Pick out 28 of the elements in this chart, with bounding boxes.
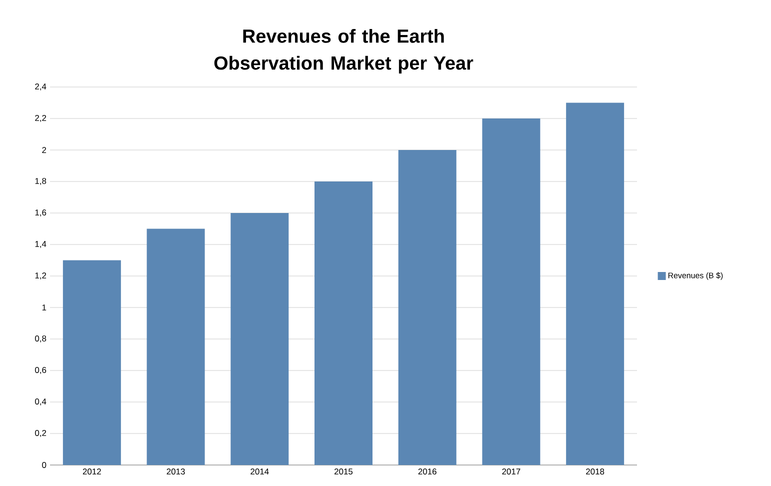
y-tick-label: 1,8 [35,178,46,185]
y-tick-label: 0,4 [35,398,46,406]
y-tick-label: 1,4 [35,241,46,248]
x-tick-label: 2013 [166,468,185,475]
y-tick-label: 2 [42,147,46,153]
x-tick-label: 2017 [502,468,520,475]
x-tick-label: 2015 [334,468,353,475]
bar [482,118,540,465]
y-tick-label: 1,2 [35,272,46,280]
x-tick-label: 2016 [418,468,436,475]
y-tick-label: 1,6 [35,210,46,216]
y-tick-label: 2,4 [35,84,46,90]
bar [230,212,289,465]
y-tick-label: 2,2 [35,115,46,122]
y-tick-label: 1 [42,304,46,310]
y-tick-label: 0,8 [35,336,46,342]
y-tick-label: 0 [42,462,46,468]
bar [314,181,372,465]
bar [566,102,624,465]
bar [398,150,456,465]
x-tick-label: 2012 [82,468,101,475]
y-tick-label: 0,2 [35,430,46,437]
x-tick-label: 2014 [250,468,269,475]
bar [146,228,205,465]
x-tick-label: 2018 [586,468,604,475]
bar [62,260,121,465]
y-tick-label: 0,6 [35,367,46,374]
chart-title: Revenues of the Earth Observation Market per Year [214,28,474,74]
